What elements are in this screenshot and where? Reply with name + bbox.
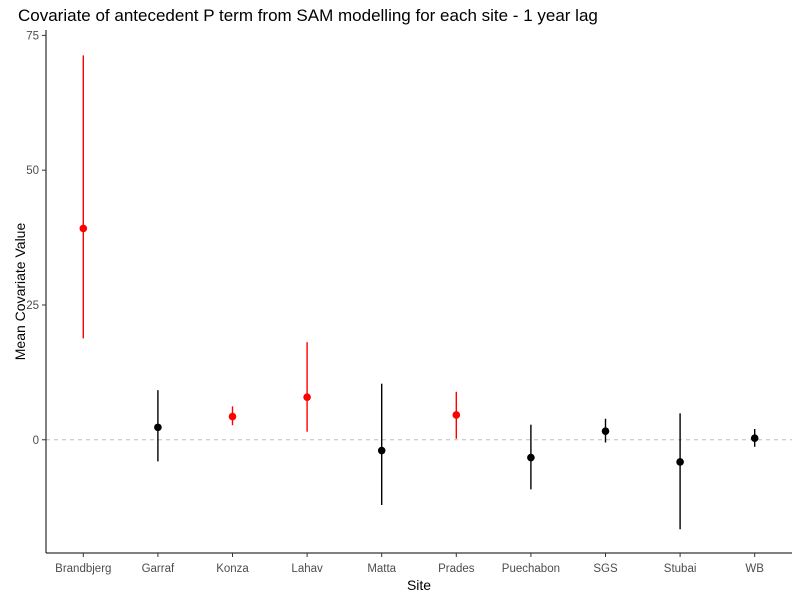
y-tick-label: 25 (26, 300, 39, 312)
x-tick-label: Matta (367, 563, 396, 575)
x-axis-title: Site (407, 577, 431, 593)
x-tick-label: Stubai (664, 563, 697, 575)
x-tick-label: Garraf (142, 563, 175, 575)
point-sgs (601, 427, 610, 435)
point-brandbjerg (79, 224, 88, 233)
chart-title: Covariate of antecedent P term from SAM … (18, 6, 598, 25)
axis-layer (45, 30, 792, 554)
point-stubai (676, 458, 684, 466)
point-lahav (303, 393, 311, 401)
x-tick-label: Konza (216, 563, 249, 575)
point-prades (452, 411, 461, 419)
y-tick-layer: 0 25 50 75 (26, 30, 46, 447)
x-tick-label: SGS (593, 563, 618, 575)
x-tick-label: Brandbjerg (55, 563, 111, 575)
error-bar-layer (82, 55, 756, 530)
x-tick-label: Prades (438, 563, 475, 575)
x-tick-label: Lahav (291, 563, 323, 575)
y-axis-title: Mean Covariate Value (12, 223, 28, 361)
point-garraf (154, 423, 162, 432)
y-tick-label: 75 (26, 30, 39, 42)
x-tick-label: WB (745, 563, 764, 575)
x-tick-label: Puechabon (502, 563, 560, 575)
x-tick-layer: Brandbjerg Garraf Konza Lahav Matta Prades Pue… (55, 553, 764, 575)
point-layer (79, 224, 759, 466)
point-puechabon (527, 453, 535, 462)
point-wb (750, 434, 759, 442)
point-matta (377, 446, 386, 455)
point-konza (228, 412, 237, 421)
y-tick-label: 0 (33, 435, 39, 447)
y-tick-label: 50 (26, 165, 39, 177)
